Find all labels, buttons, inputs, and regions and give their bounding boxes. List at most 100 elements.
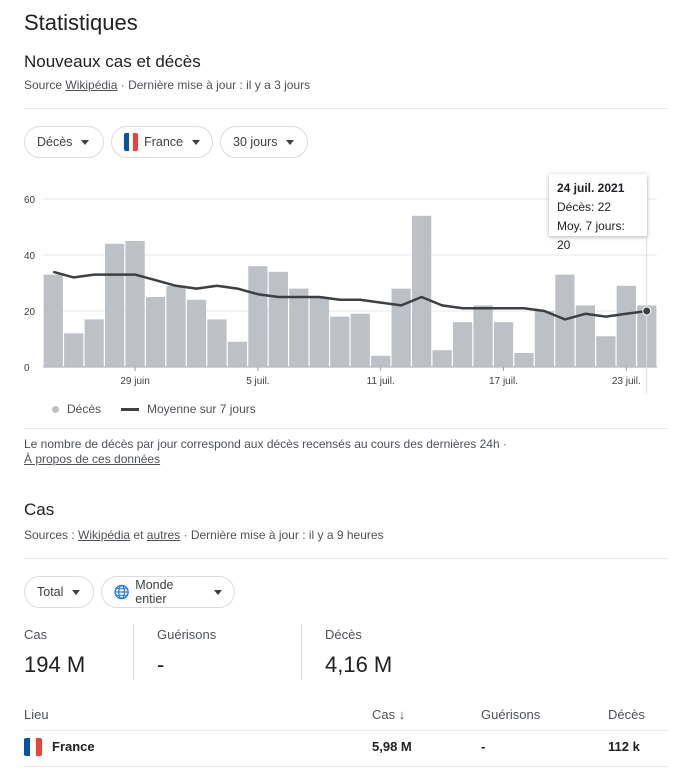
- globe-icon: [114, 584, 129, 600]
- chart-bar: [534, 311, 555, 367]
- y-tick-label: 20: [24, 307, 36, 318]
- caret-down-icon: [286, 139, 295, 145]
- chart-bar: [473, 305, 493, 367]
- metric-filter-label: Décès: [37, 135, 73, 149]
- stat-recoveries-value: -: [157, 652, 165, 677]
- x-tick-label: 5 juil.: [246, 376, 269, 387]
- x-tick-label: 17 juil.: [489, 376, 518, 387]
- chart-bar: [371, 355, 391, 367]
- chart-bar: [514, 353, 534, 367]
- tooltip-average: Moy. 7 jours: 20: [557, 219, 625, 252]
- moving-average-line: [52, 270, 647, 321]
- col-header-deaths[interactable]: Décès: [608, 707, 645, 722]
- stat-deaths-label: Décès: [325, 627, 362, 642]
- legend-bars-label: Décès: [67, 402, 102, 416]
- chart-tooltip: 24 juil. 2021 Décès: 22 Moy. 7 jours: 20: [549, 174, 647, 252]
- col-header-cases[interactable]: Cas ↓: [372, 707, 405, 722]
- y-tick-label: 60: [24, 195, 36, 206]
- legend-line-swatch: [121, 407, 140, 411]
- chart-bar: [186, 299, 207, 367]
- tooltip-deaths: Décès: 22: [557, 200, 612, 214]
- period-filter-label: 30 jours: [233, 135, 278, 149]
- source-link-wikipedia[interactable]: Wikipédia: [78, 528, 131, 542]
- chart-bar: [309, 297, 329, 367]
- world-filter-chip[interactable]: Monde entier: [101, 576, 235, 608]
- sources-update: · Dernière mise à jour : il y a 9 heures: [183, 528, 384, 542]
- chart-bar: [596, 336, 616, 367]
- col-header-cases-label: Cas: [372, 707, 396, 722]
- deaths-section-title: Nouveaux cas et décès: [24, 52, 201, 71]
- stat-recoveries-label: Guérisons: [157, 627, 217, 642]
- chart-bar: [616, 285, 636, 367]
- legend-bars-swatch: [52, 405, 59, 413]
- chart-bar: [227, 341, 248, 367]
- france-flag-icon: [124, 133, 139, 151]
- caret-down-icon: [214, 589, 222, 595]
- chart-bar: [493, 322, 514, 367]
- period-filter-chip[interactable]: 30 jours: [220, 126, 308, 158]
- source-update: · Dernière mise à jour : il y a 3 jours: [120, 78, 311, 92]
- col-header-recoveries[interactable]: Guérisons: [481, 707, 541, 722]
- col-header-place[interactable]: Lieu: [24, 707, 49, 722]
- deaths-source-line: Source Wikipédia · Dernière mise à jour …: [24, 78, 310, 92]
- cases-source-line: Sources : Wikipédia et autres · Dernière…: [24, 528, 384, 542]
- sort-arrow-down-icon: ↓: [398, 707, 406, 722]
- source-link-others[interactable]: autres: [146, 528, 181, 542]
- table-row[interactable]: [24, 736, 668, 760]
- row-deaths: 112 k: [608, 739, 640, 754]
- divider: [24, 558, 668, 559]
- divider: [24, 428, 668, 429]
- source-link-wikipedia[interactable]: Wikipédia: [65, 78, 118, 92]
- divider: [24, 108, 668, 109]
- chart-bar: [432, 350, 452, 367]
- chart-bar: [64, 333, 84, 367]
- chart-bar: [43, 274, 63, 367]
- row-cases: 5,98 M: [372, 739, 412, 754]
- chart-bar: [125, 241, 145, 367]
- chart-bar: [248, 266, 268, 367]
- caret-down-icon: [81, 139, 90, 145]
- type-filter-chip[interactable]: Total: [24, 576, 94, 608]
- stat-deaths-value: 4,16 M: [325, 652, 393, 677]
- divider: [24, 730, 668, 731]
- hover-point: [642, 306, 652, 316]
- stat-separator: [133, 624, 134, 680]
- metric-filter-chip[interactable]: Décès: [24, 126, 104, 158]
- row-recoveries: -: [481, 739, 486, 754]
- chart-bar: [145, 297, 166, 367]
- sources-and: et: [133, 528, 144, 542]
- chart-bar: [207, 319, 227, 367]
- sources-prefix: Sources :: [24, 528, 75, 542]
- legend-line-label: Moyenne sur 7 jours: [147, 402, 256, 416]
- stat-separator: [301, 624, 302, 680]
- source-prefix: Source: [24, 78, 63, 92]
- x-tick-label: 11 juil.: [367, 376, 395, 387]
- chart-bar: [84, 319, 104, 367]
- chart-bar: [289, 288, 309, 367]
- world-filter-label: Monde entier: [135, 578, 174, 606]
- chart-bar: [452, 322, 473, 367]
- region-filter-label: France: [144, 135, 183, 149]
- row-place: France: [52, 739, 95, 754]
- caret-down-icon: [192, 139, 200, 145]
- chart-bar: [105, 243, 125, 367]
- y-tick-label: 40: [24, 251, 36, 262]
- chart-bar: [166, 285, 186, 367]
- data-note-text: Le nombre de décès par jour correspond a…: [24, 437, 507, 451]
- chart-bar: [575, 305, 595, 367]
- x-tick-label: 23 juil.: [612, 376, 641, 387]
- chart-bar: [555, 274, 575, 367]
- chart-bar: [350, 313, 370, 367]
- cases-section-title: Cas: [24, 500, 55, 519]
- type-filter-label: Total: [37, 585, 64, 599]
- deaths-chart[interactable]: 0 20 40 60 29 juin 5 juil. 11 juil. 17 juil. 23 …: [0, 170, 684, 395]
- region-filter-chip[interactable]: France: [111, 126, 213, 158]
- page-title: Statistiques: [24, 10, 138, 35]
- france-flag-icon: [24, 738, 42, 756]
- data-note: Le nombre de décès par jour correspond a…: [24, 437, 507, 467]
- about-data-link[interactable]: À propos de ces données: [24, 452, 161, 466]
- tooltip-date: 24 juil. 2021: [557, 181, 625, 195]
- y-tick-label: 0: [24, 363, 30, 374]
- chart-bar: [412, 215, 432, 367]
- chart-bar: [268, 271, 288, 367]
